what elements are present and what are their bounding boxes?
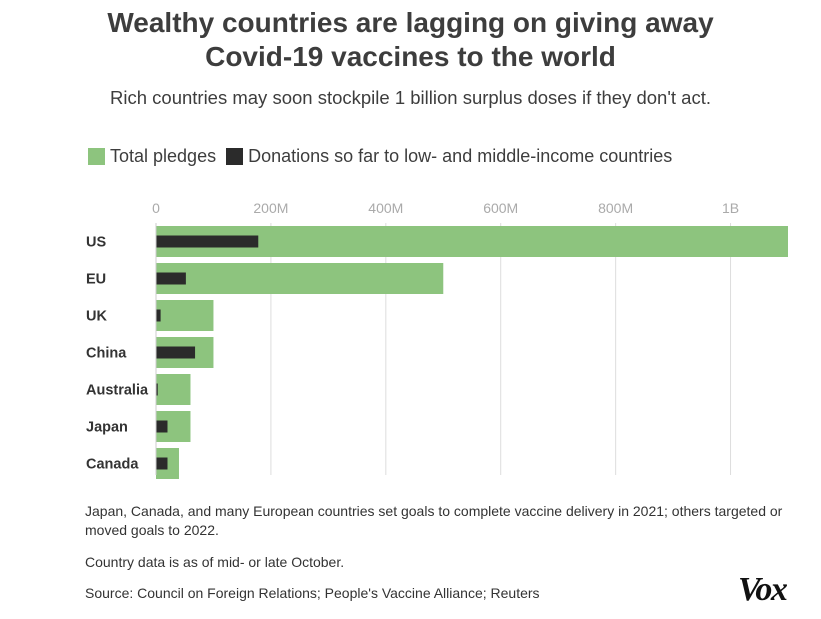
x-tick-label: 600M: [483, 200, 518, 216]
donations-bar: [156, 272, 186, 285]
total-pledges-bar: [156, 263, 444, 294]
total-pledges-bar: [156, 300, 214, 331]
legend-label-total-pledges: Total pledges: [110, 146, 217, 166]
donations-bar: [156, 383, 158, 396]
category-label: Japan: [86, 420, 128, 436]
x-tick-label: 200M: [253, 200, 288, 216]
category-label: China: [86, 346, 127, 362]
total-pledges-bar: [156, 226, 788, 257]
chart-title-line-1: Wealthy countries are lagging on giving …: [107, 7, 714, 38]
category-label: Canada: [86, 457, 139, 473]
legend-swatch-total-pledges: [88, 148, 105, 165]
legend-item-donations: Donations so far to low- and middle-inco…: [226, 146, 672, 167]
category-label: EU: [86, 272, 106, 288]
x-tick-label: 400M: [368, 200, 403, 216]
legend-swatch-donations: [226, 148, 244, 165]
footnote-delivery-goals: Japan, Canada, and many European countri…: [85, 503, 783, 538]
chart-subtitle: Rich countries may soon stockpile 1 bill…: [110, 87, 711, 108]
total-pledges-bar: [156, 374, 191, 405]
category-label: Australia: [86, 383, 149, 399]
legend-label-donations: Donations so far to low- and middle-inco…: [248, 146, 673, 166]
donations-bar: [156, 235, 259, 248]
vox-logo: Vox: [738, 571, 788, 608]
chart-title: Wealthy countries are lagging on giving …: [0, 6, 821, 74]
donations-bar: [156, 309, 161, 322]
source-note: Source: Council on Foreign Relations; Pe…: [85, 585, 540, 601]
donations-bar: [156, 457, 168, 470]
category-label: US: [86, 235, 106, 251]
donations-bar: [156, 346, 196, 359]
donations-bar: [156, 420, 168, 433]
legend-item-total-pledges: Total pledges: [88, 146, 216, 167]
category-label: UK: [86, 309, 107, 325]
chart-title-line-2: Covid-19 vaccines to the world: [205, 41, 616, 72]
footnote-data-date: Country data is as of mid- or late Octob…: [85, 554, 345, 570]
x-tick-label: 0: [152, 200, 160, 216]
x-tick-label: 1B: [722, 200, 739, 216]
x-tick-label: 800M: [598, 200, 633, 216]
legend: Total pledges Donations so far to low- a…: [88, 146, 672, 167]
bar-chart: 0 200M 400M 600M 800M 1B US EU UK China Australia J…: [86, 200, 788, 479]
